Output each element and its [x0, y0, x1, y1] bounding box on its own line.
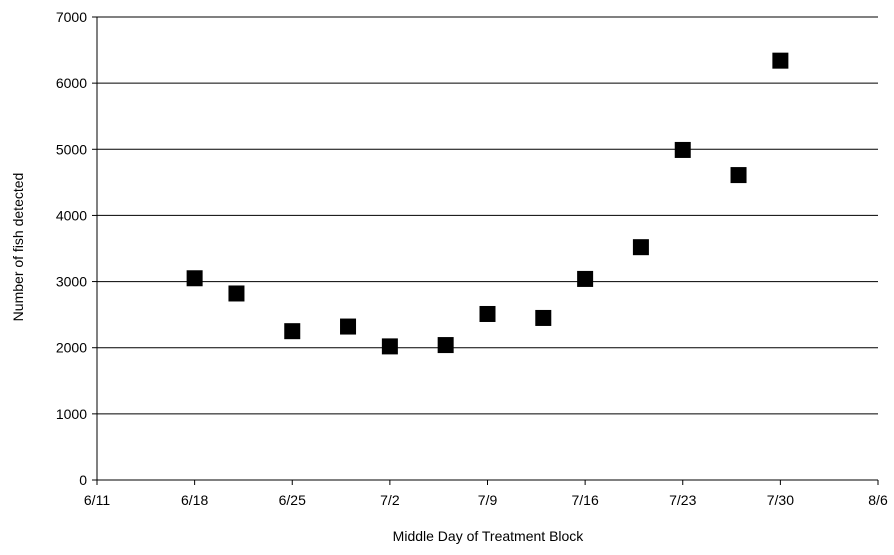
y-tick-label: 4000 [56, 207, 87, 223]
tick-labels: 0 1000 2000 3000 4000 5000 6000 7000 6/11 6/18 6/2… [56, 9, 888, 508]
x-tick-label: 7/2 [380, 492, 400, 508]
data-point [730, 167, 747, 184]
data-point [340, 318, 357, 335]
y-axis-title: Number of fish detected [10, 173, 26, 322]
data-point [632, 239, 649, 256]
data-point [284, 323, 301, 340]
axes [92, 16, 879, 485]
data-points [186, 52, 789, 355]
x-tick-label: 6/18 [181, 492, 208, 508]
data-point [674, 141, 691, 158]
y-tick-label: 3000 [56, 274, 87, 290]
data-point [577, 270, 594, 287]
y-tick-label: 0 [79, 472, 87, 488]
x-tick-label: 7/30 [767, 492, 794, 508]
x-tick-label: 7/9 [478, 492, 498, 508]
data-point [381, 338, 398, 355]
x-axis-title: Middle Day of Treatment Block [393, 528, 585, 544]
gridlines [97, 16, 878, 415]
x-tick-label: 6/11 [84, 492, 110, 508]
y-tick-label: 2000 [56, 340, 87, 356]
y-tick-label: 6000 [56, 75, 87, 91]
data-point [535, 309, 552, 326]
data-point [228, 285, 245, 302]
data-point [186, 270, 203, 287]
data-point [437, 337, 454, 354]
x-tick-label: 6/25 [279, 492, 306, 508]
x-tick-label: 7/23 [669, 492, 696, 508]
data-point [772, 52, 789, 69]
x-tick-label: 7/16 [572, 492, 599, 508]
y-tick-label: 7000 [56, 9, 87, 25]
y-tick-label: 5000 [56, 141, 87, 157]
x-tick-label: 8/6 [868, 492, 888, 508]
data-point [479, 305, 496, 322]
y-tick-label: 1000 [56, 406, 87, 422]
